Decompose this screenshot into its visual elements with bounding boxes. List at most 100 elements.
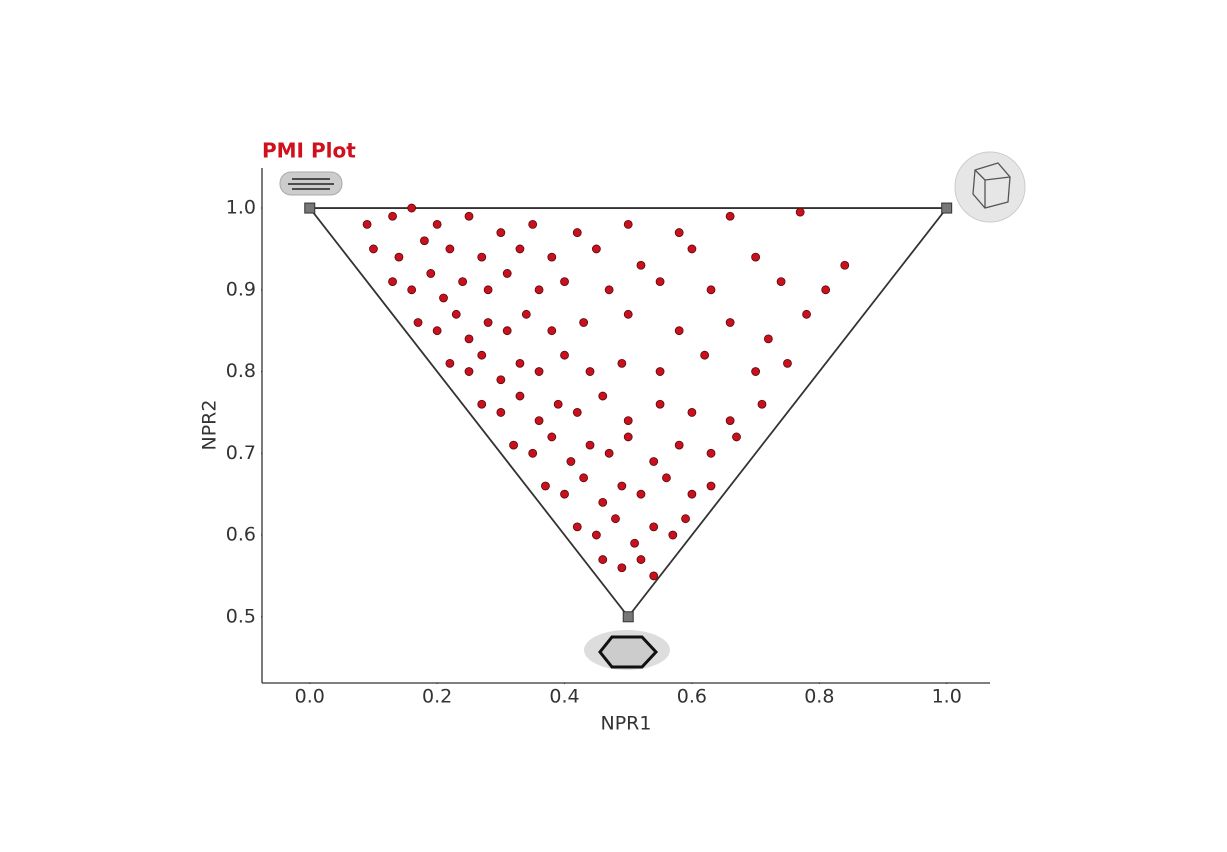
data-point <box>725 211 735 221</box>
data-point <box>655 399 665 409</box>
data-point <box>591 530 601 540</box>
data-point <box>407 285 417 295</box>
data-point <box>636 555 646 564</box>
data-point <box>477 399 487 409</box>
data-point <box>623 309 633 319</box>
data-point <box>579 473 589 483</box>
y-tick-label: 0.6 <box>226 524 256 546</box>
data-point <box>521 309 531 319</box>
x-tick-label: 1.0 <box>932 686 962 708</box>
data-point <box>795 207 805 217</box>
data-point <box>445 358 455 368</box>
data-point <box>725 318 735 327</box>
data-point <box>579 318 589 327</box>
data-point <box>617 481 627 491</box>
data-point <box>649 457 659 466</box>
data-point <box>432 220 442 229</box>
data-point <box>674 228 684 237</box>
data-point <box>515 358 525 368</box>
data-point <box>604 448 614 458</box>
data-point <box>623 432 633 442</box>
data-point <box>700 350 710 360</box>
chart-title: PMI Plot <box>262 139 356 163</box>
data-point <box>477 350 487 360</box>
data-point <box>706 285 716 295</box>
data-point <box>655 277 665 287</box>
vertex-marker <box>622 611 634 623</box>
data-point <box>617 358 627 368</box>
data-point <box>560 489 569 499</box>
data-point <box>821 285 831 295</box>
data-point <box>776 277 786 287</box>
data-point <box>528 448 538 458</box>
data-point <box>783 358 792 368</box>
rod-icon <box>279 171 343 196</box>
data-point <box>547 252 557 262</box>
data-point <box>547 432 557 442</box>
data-point <box>445 244 455 254</box>
y-tick-label: 0.8 <box>226 360 256 382</box>
y-tick-label: 0.7 <box>226 442 256 464</box>
data-point <box>483 285 493 295</box>
data-point <box>432 326 442 336</box>
data-point <box>509 440 518 450</box>
x-tick-label: 0.0 <box>295 686 325 708</box>
data-point <box>681 514 690 524</box>
data-point <box>362 220 372 229</box>
data-point <box>840 260 850 270</box>
data-point <box>464 211 474 221</box>
data-point <box>617 563 627 573</box>
data-point <box>496 375 506 385</box>
data-point <box>687 244 697 254</box>
data-point <box>515 391 525 401</box>
data-point <box>439 293 448 303</box>
sphere-icon <box>954 151 1026 223</box>
data-point <box>757 399 767 409</box>
data-point <box>630 538 639 548</box>
data-point <box>496 408 506 417</box>
data-point <box>598 555 608 564</box>
data-point <box>604 285 614 295</box>
data-point <box>649 571 659 581</box>
data-point <box>534 285 544 295</box>
data-point <box>388 211 397 221</box>
data-point <box>369 244 378 254</box>
data-point <box>591 244 601 254</box>
vertex-marker <box>304 202 316 214</box>
data-point <box>534 416 544 425</box>
data-point <box>687 408 697 417</box>
data-point <box>477 252 487 262</box>
data-point <box>496 228 506 237</box>
data-point <box>662 473 671 483</box>
data-point <box>802 309 811 319</box>
data-point <box>572 228 582 237</box>
data-point <box>483 318 493 327</box>
data-point <box>566 457 576 466</box>
disc-icon <box>584 630 670 670</box>
data-point <box>655 367 665 376</box>
data-point <box>560 350 569 360</box>
data-point <box>528 220 538 229</box>
data-point <box>541 481 550 491</box>
reference-triangle <box>307 207 949 619</box>
x-axis-label: NPR1 <box>601 713 652 735</box>
data-point <box>534 367 544 376</box>
data-point <box>413 318 423 327</box>
data-point <box>674 326 684 336</box>
data-point <box>598 497 608 507</box>
data-point <box>725 416 735 425</box>
y-tick-label: 0.5 <box>226 605 256 627</box>
data-point <box>502 326 512 336</box>
y-tick-label: 1.0 <box>226 197 256 219</box>
data-point <box>572 522 582 532</box>
data-point <box>420 236 429 246</box>
data-point <box>687 489 697 499</box>
data-point <box>407 203 417 213</box>
data-point <box>560 277 569 287</box>
data-point <box>611 514 620 524</box>
x-tick-label: 0.4 <box>549 686 579 708</box>
vertex-marker <box>941 202 953 214</box>
y-axis-label: NPR2 <box>199 400 221 451</box>
